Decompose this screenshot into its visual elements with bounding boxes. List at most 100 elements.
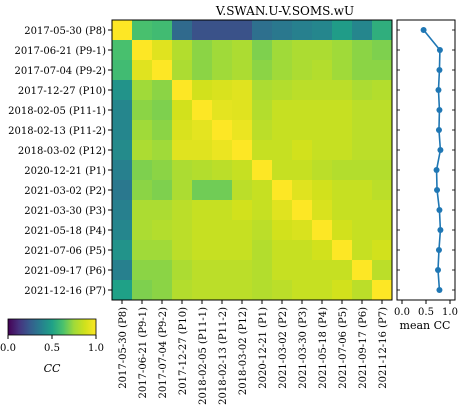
heatmap-cell — [312, 260, 333, 281]
heatmap-cell — [252, 80, 273, 101]
heatmap-cell — [172, 160, 193, 181]
heatmap-cell — [152, 240, 173, 261]
column-label: 2021-12-16 (P7) — [378, 307, 389, 389]
heatmap-cell — [112, 260, 133, 281]
colorbar-tick-label: 0.0 — [0, 343, 16, 354]
heatmap-cell — [292, 200, 313, 221]
heatmap-cell — [352, 280, 373, 301]
mean-cc-point — [436, 107, 443, 113]
heatmap-cell — [132, 80, 153, 101]
heatmap-cell — [172, 40, 193, 61]
heatmap-cell — [352, 200, 373, 221]
heatmap-cell — [192, 160, 213, 181]
heatmap-cell — [172, 220, 193, 241]
row-label: 2018-02-05 (P11-1) — [8, 106, 106, 117]
heatmap — [111, 19, 393, 301]
heatmap-cell — [332, 220, 353, 241]
heatmap-cell — [132, 60, 153, 81]
column-label: 2021-03-30 (P3) — [298, 307, 309, 389]
column-label: 2021-09-17 (P6) — [358, 307, 369, 389]
row-label: 2018-02-13 (P11-2) — [8, 126, 106, 137]
heatmap-cell — [352, 80, 373, 101]
heatmap-cell — [212, 260, 233, 281]
heatmap-cell — [132, 260, 153, 281]
heatmap-cell — [212, 80, 233, 101]
heatmap-cell — [232, 200, 253, 221]
heatmap-cell — [252, 60, 273, 81]
column-label: 2017-06-21 (P9-1) — [138, 307, 149, 399]
heatmap-cell — [352, 220, 373, 241]
heatmap-cell — [352, 240, 373, 261]
heatmap-cell — [212, 120, 233, 141]
heatmap-cell — [192, 280, 213, 301]
heatmap-cell — [112, 160, 133, 181]
column-label: 2017-12-27 (P10) — [178, 307, 189, 395]
heatmap-cell — [292, 220, 313, 241]
mean-cc-axis-label: mean CC — [400, 319, 451, 332]
heatmap-cell — [372, 180, 393, 201]
heatmap-cell — [232, 180, 253, 201]
heatmap-cell — [192, 200, 213, 221]
heatmap-cell — [332, 180, 353, 201]
heatmap-cell — [312, 40, 333, 61]
heatmap-cell — [272, 100, 293, 121]
heatmap-cell — [132, 40, 153, 61]
heatmap-cell — [292, 20, 313, 41]
heatmap-cell — [332, 100, 353, 121]
heatmap-cell — [192, 140, 213, 161]
row-label: 2021-07-06 (P5) — [24, 246, 106, 257]
heatmap-cell — [252, 100, 273, 121]
heatmap-cell — [192, 260, 213, 281]
mean-cc-point — [434, 187, 441, 193]
heatmap-cell — [312, 120, 333, 141]
heatmap-cell — [372, 240, 393, 261]
heatmap-cell — [112, 60, 133, 81]
heatmap-cell — [292, 280, 313, 301]
heatmap-cell — [132, 240, 153, 261]
heatmap-cell — [352, 160, 373, 181]
heatmap-row-labels: 2017-05-30 (P8) 2017-06-21 (P9-1) 2017-07-… — [8, 26, 112, 297]
heatmap-cell — [272, 220, 293, 241]
heatmap-cell — [272, 260, 293, 281]
mean-cc-x-tick-label: 0.5 — [418, 307, 434, 318]
heatmap-cell — [112, 40, 133, 61]
mean-cc-point — [435, 87, 442, 93]
heatmap-cell — [232, 40, 253, 61]
heatmap-cell — [312, 100, 333, 121]
heatmap-cell — [152, 160, 173, 181]
heatmap-cell — [232, 240, 253, 261]
heatmap-cell — [232, 280, 253, 301]
heatmap-cell — [332, 280, 353, 301]
heatmap-cell — [212, 160, 233, 181]
heatmap-cell — [172, 20, 193, 41]
mean-cc-point — [420, 27, 427, 33]
heatmap-cell — [312, 200, 333, 221]
heatmap-cell — [312, 80, 333, 101]
heatmap-cell — [192, 80, 213, 101]
heatmap-cell — [292, 240, 313, 261]
heatmap-cell — [212, 200, 233, 221]
column-label: 2021-05-18 (P4) — [318, 307, 329, 389]
heatmap-cell — [232, 100, 253, 121]
row-label: 2021-05-18 (P4) — [24, 226, 106, 237]
heatmap-cell — [212, 40, 233, 61]
heatmap-cell — [172, 280, 193, 301]
heatmap-cell — [152, 40, 173, 61]
heatmap-cell — [172, 100, 193, 121]
heatmap-cell — [292, 120, 313, 141]
heatmap-cell — [332, 20, 353, 41]
row-label: 2017-07-04 (P9-2) — [15, 66, 107, 77]
heatmap-cell — [272, 80, 293, 101]
heatmap-cell — [352, 140, 373, 161]
heatmap-cell — [112, 240, 133, 261]
colorbar-tick-label: 0.5 — [44, 343, 60, 354]
heatmap-cell — [112, 140, 133, 161]
heatmap-cell — [132, 280, 153, 301]
mean-cc-point — [437, 147, 444, 153]
heatmap-cell — [192, 100, 213, 121]
row-label: 2017-12-27 (P10) — [18, 86, 106, 97]
column-label: 2017-07-04 (P9-2) — [158, 307, 169, 399]
row-label: 2021-09-17 (P6) — [24, 266, 106, 277]
heatmap-cell — [272, 140, 293, 161]
heatmap-cell — [232, 120, 253, 141]
